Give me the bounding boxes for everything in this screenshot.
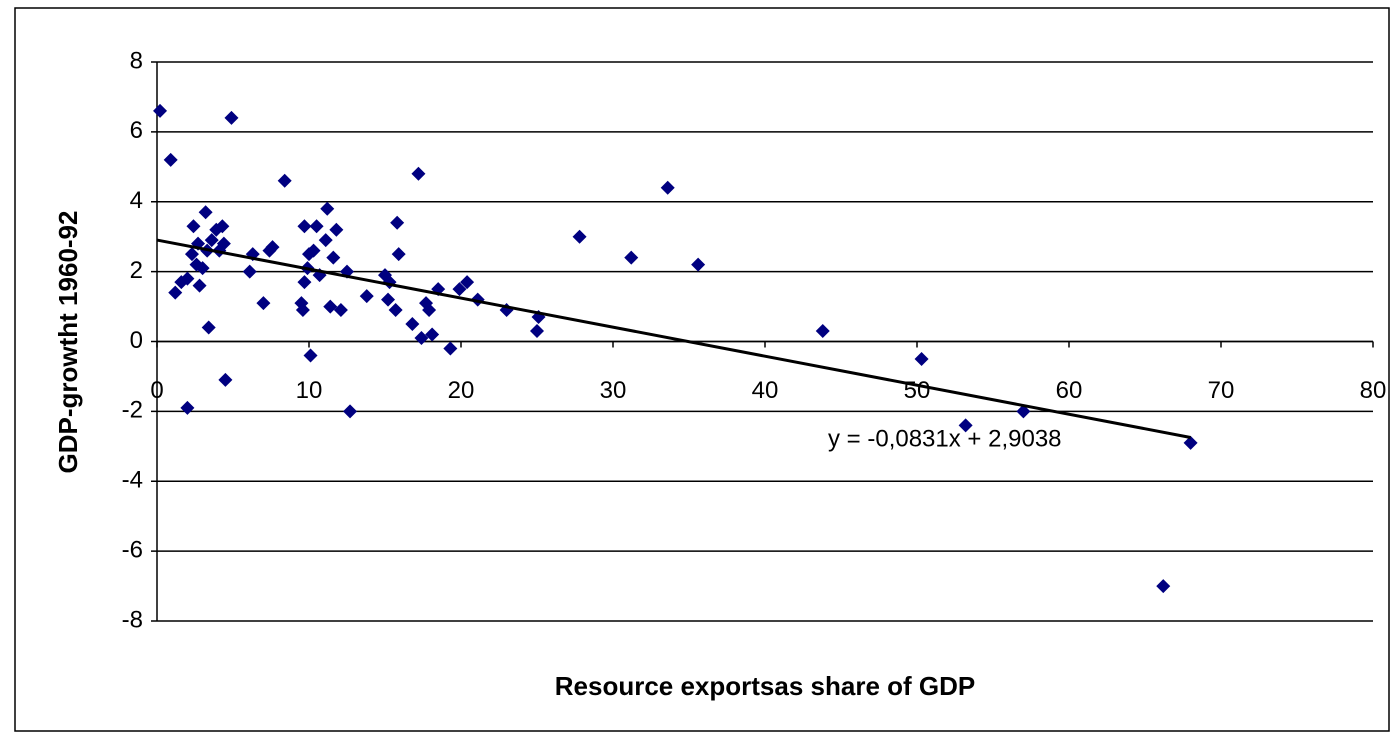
point	[329, 222, 344, 237]
point	[572, 229, 587, 244]
point	[295, 303, 310, 318]
point	[192, 278, 207, 293]
y-tick-label: 6	[130, 117, 143, 144]
point	[624, 250, 639, 265]
x-tick-label: 10	[296, 377, 323, 404]
point	[265, 240, 280, 255]
point	[914, 351, 929, 366]
point	[168, 285, 183, 300]
chart-border	[14, 7, 1390, 732]
point	[405, 317, 420, 332]
point	[256, 296, 271, 311]
point	[186, 219, 201, 234]
point	[323, 299, 338, 314]
point	[320, 201, 335, 216]
point	[359, 289, 374, 304]
point	[343, 404, 358, 419]
point	[306, 243, 321, 258]
trendline	[156, 238, 1191, 439]
y-tick-label: -4	[122, 467, 143, 494]
x-tick-label: 0	[150, 377, 163, 404]
point	[326, 250, 341, 265]
point	[303, 348, 318, 363]
point	[388, 303, 403, 318]
x-tick-label: 60	[1056, 377, 1083, 404]
x-tick-label: 40	[752, 377, 779, 404]
point	[530, 324, 544, 339]
point	[443, 341, 458, 356]
y-tick-label: 8	[130, 47, 143, 74]
trendline-label: y = -0,0831x + 2,9038	[828, 425, 1062, 452]
y-tick-label: 2	[130, 257, 143, 284]
point	[422, 303, 437, 318]
y-tick-label: 0	[130, 327, 143, 354]
x-axis-title: Resource exportsas share of GDP	[555, 671, 976, 701]
point	[218, 372, 233, 387]
point	[414, 331, 429, 346]
point	[460, 275, 475, 290]
point	[224, 110, 239, 125]
point	[297, 219, 312, 234]
point	[201, 320, 216, 335]
x-tick-label: 20	[448, 377, 475, 404]
point	[195, 261, 210, 276]
point	[215, 219, 230, 234]
point	[184, 247, 199, 262]
point	[153, 103, 168, 118]
point	[425, 327, 440, 342]
point	[216, 236, 231, 251]
point	[309, 219, 324, 234]
y-axis-title: GDP-growtht 1960-92	[53, 211, 83, 474]
x-tick-label: 50	[904, 377, 931, 404]
y-tick-label: 4	[130, 187, 143, 214]
point	[1183, 435, 1198, 450]
point	[411, 166, 426, 181]
point	[198, 205, 213, 220]
point	[1016, 404, 1031, 419]
point	[958, 418, 973, 433]
y-tick-label: -2	[122, 397, 143, 424]
point	[691, 257, 706, 272]
point	[390, 215, 405, 230]
point	[180, 400, 195, 415]
point	[333, 303, 348, 318]
point	[204, 233, 219, 248]
point	[452, 282, 467, 297]
point	[660, 180, 675, 195]
point	[391, 247, 406, 262]
y-tick-label: -6	[122, 536, 143, 563]
point	[180, 271, 195, 286]
point	[318, 233, 333, 248]
point	[1156, 579, 1171, 594]
point	[297, 275, 312, 290]
x-tick-label: 80	[1360, 377, 1387, 404]
point	[381, 292, 396, 307]
point	[163, 152, 178, 167]
x-tick-label: 70	[1208, 377, 1235, 404]
x-tick-label: 30	[600, 377, 627, 404]
y-tick-label: -8	[122, 606, 143, 633]
point	[277, 173, 292, 188]
point	[815, 324, 830, 339]
point	[242, 264, 257, 279]
